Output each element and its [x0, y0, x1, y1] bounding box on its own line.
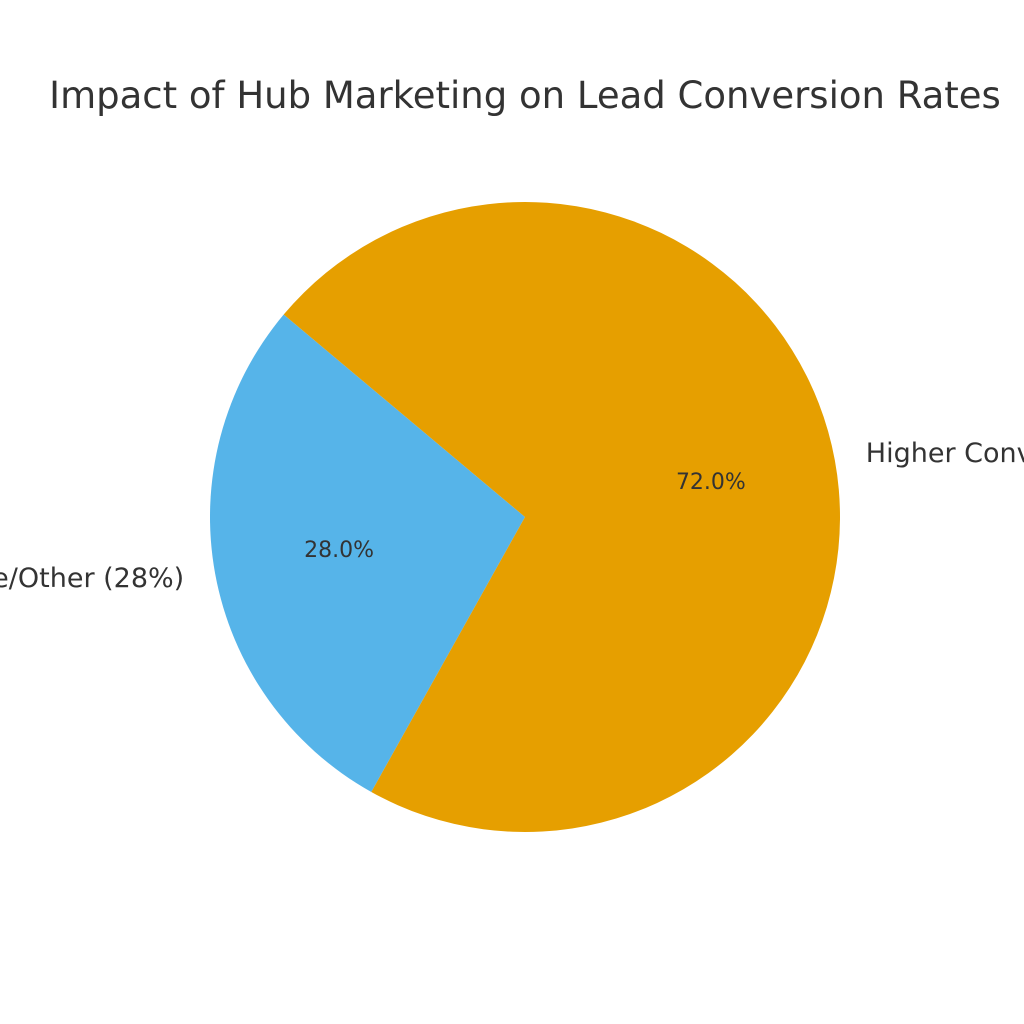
- pie-slice-1: [283, 201, 840, 832]
- pie-slices: [210, 201, 840, 832]
- slice-label-1: Higher Conversion (72%): [866, 438, 1024, 469]
- slice-percent-1: 72.0%: [676, 470, 746, 495]
- pie-slice-0: [210, 314, 526, 792]
- slice-label-0: No Change/Other (28%): [0, 563, 184, 594]
- chart-title: Impact of Hub Marketing on Lead Conversi…: [49, 74, 1001, 117]
- slice-percent-0: 28.0%: [304, 538, 374, 563]
- pie-labels: No Change/Other (28%) 28.0% Higher Convers…: [0, 438, 1024, 594]
